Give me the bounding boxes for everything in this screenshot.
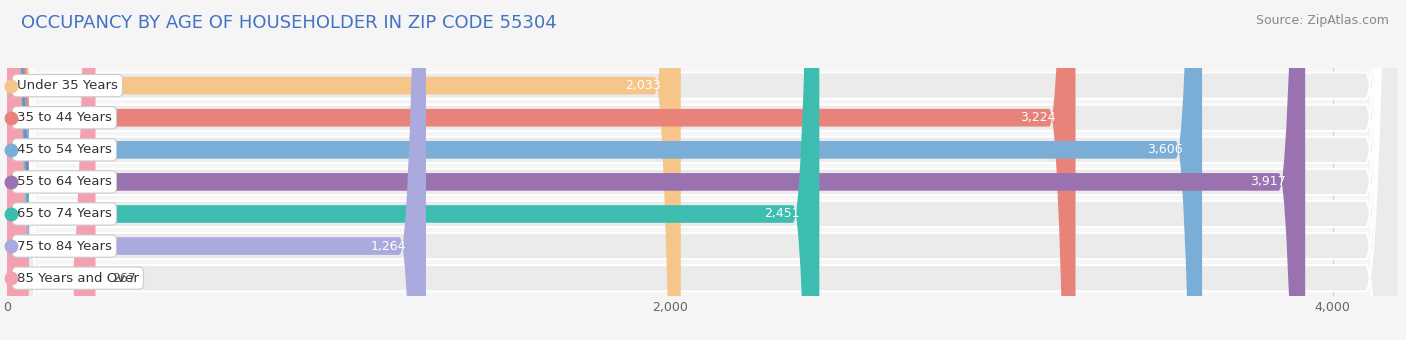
Text: 3,224: 3,224 [1021,111,1056,124]
FancyBboxPatch shape [7,0,1076,340]
Text: 1,264: 1,264 [371,240,406,253]
Text: 45 to 54 Years: 45 to 54 Years [17,143,112,156]
FancyBboxPatch shape [7,0,426,340]
FancyBboxPatch shape [7,0,820,340]
Text: 65 to 74 Years: 65 to 74 Years [17,207,112,220]
Text: Under 35 Years: Under 35 Years [17,79,118,92]
Text: 2,033: 2,033 [626,79,661,92]
FancyBboxPatch shape [7,0,1399,340]
FancyBboxPatch shape [7,0,681,340]
Text: 75 to 84 Years: 75 to 84 Years [17,240,112,253]
Text: 35 to 44 Years: 35 to 44 Years [17,111,112,124]
FancyBboxPatch shape [7,0,1399,340]
Text: 3,917: 3,917 [1250,175,1285,188]
Text: 267: 267 [112,272,136,285]
Text: 3,606: 3,606 [1147,143,1182,156]
FancyBboxPatch shape [7,0,1399,340]
FancyBboxPatch shape [7,0,1399,340]
FancyBboxPatch shape [7,0,1399,340]
Text: 2,451: 2,451 [763,207,800,220]
FancyBboxPatch shape [7,0,1399,340]
FancyBboxPatch shape [7,0,1202,340]
Text: OCCUPANCY BY AGE OF HOUSEHOLDER IN ZIP CODE 55304: OCCUPANCY BY AGE OF HOUSEHOLDER IN ZIP C… [21,14,557,32]
Text: Source: ZipAtlas.com: Source: ZipAtlas.com [1256,14,1389,27]
Text: 55 to 64 Years: 55 to 64 Years [17,175,112,188]
FancyBboxPatch shape [7,0,1399,340]
FancyBboxPatch shape [7,0,1305,340]
Text: 85 Years and Over: 85 Years and Over [17,272,139,285]
FancyBboxPatch shape [7,0,96,340]
